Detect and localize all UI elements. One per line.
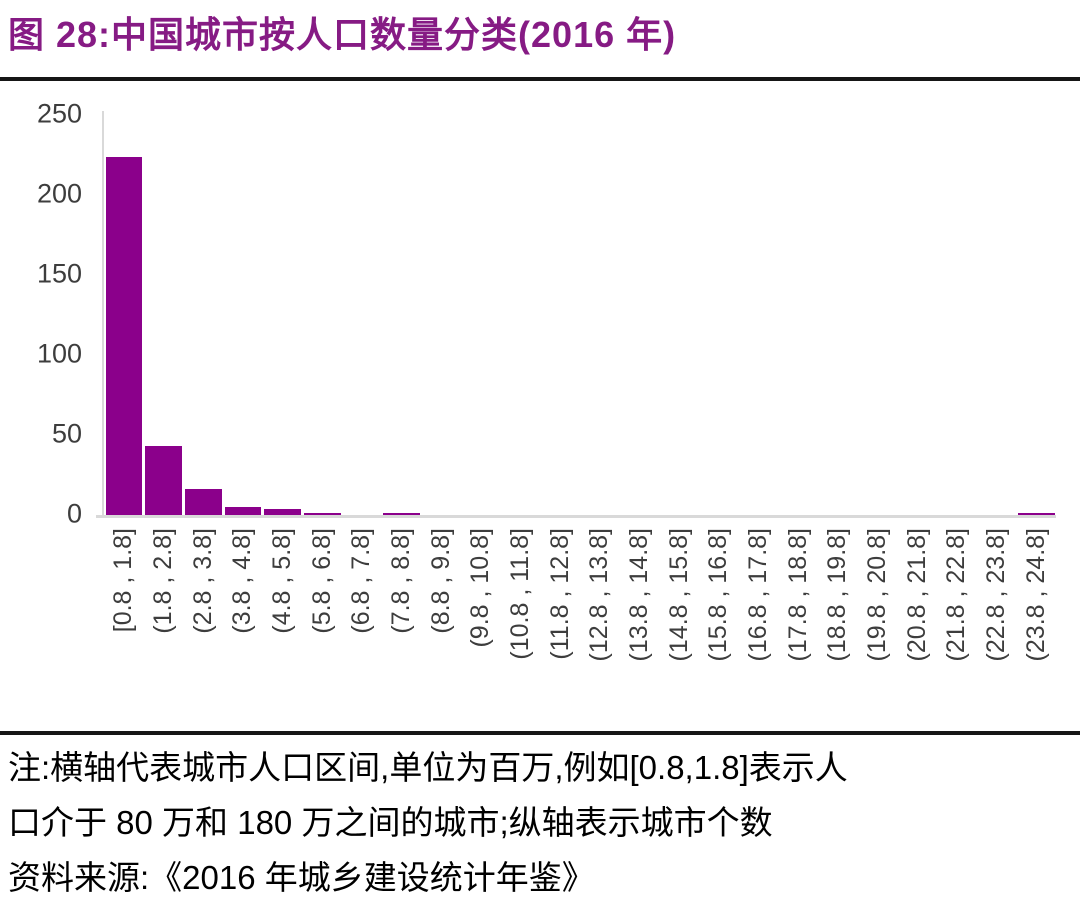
x-tick-slot: (17.8 , 18.8] <box>778 528 818 728</box>
bar-slot <box>540 115 580 515</box>
x-tick-slot: (4.8 , 5.8] <box>263 528 303 728</box>
x-tick-slot: (5.8 , 6.8] <box>302 528 342 728</box>
y-tick-label: 150 <box>36 258 82 289</box>
note-line-2: 口介于 80 万和 180 万之间的城市;纵轴表示城市个数 <box>8 804 773 841</box>
bar-[0.8 , 1.8] <box>105 156 143 515</box>
x-tick-label: (4.8 , 5.8] <box>268 528 297 634</box>
x-tick-slot: (16.8 , 17.8] <box>739 528 779 728</box>
bar-slot <box>739 115 779 515</box>
bar-slot <box>818 115 858 515</box>
x-tick-label: (18.8 , 19.8] <box>823 528 852 662</box>
x-tick-label: [0.8 , 1.8] <box>109 528 138 633</box>
bar-slot <box>104 115 144 515</box>
bar-slot <box>223 115 263 515</box>
bar-slot <box>421 115 461 515</box>
y-tick-label: 200 <box>36 178 82 209</box>
figure-title: 图 28:中国城市按人口数量分类(2016 年) <box>8 14 677 55</box>
bar-slot <box>342 115 382 515</box>
bar-slot <box>620 115 660 515</box>
x-tick-slot: (14.8 , 15.8] <box>659 528 699 728</box>
bar-(1.8 , 2.8] <box>145 446 182 515</box>
plot-area <box>104 115 1056 515</box>
x-axis-tick-labels: [0.8 , 1.8] (1.8 , 2.8] (2.8 , 3.8] (3.8 , … <box>104 528 1056 728</box>
bar-slot <box>580 115 620 515</box>
x-tick-label: (19.8 , 20.8] <box>863 528 892 662</box>
y-tick-label: 100 <box>36 338 82 369</box>
bar-slot <box>1016 115 1056 515</box>
x-tick-label: (2.8 , 3.8] <box>188 528 217 634</box>
bar-chart: 250 200 150 100 50 0 [0.8 , 1.8] (1.8 , 2.8] (2… <box>0 90 1080 730</box>
y-tick-label: 250 <box>36 98 82 129</box>
x-tick-slot: (13.8 , 14.8] <box>620 528 660 728</box>
bar-slot <box>897 115 937 515</box>
x-tick-slot: (7.8 , 8.8] <box>382 528 422 728</box>
x-tick-label: (7.8 , 8.8] <box>387 528 416 634</box>
bar-(2.8 , 3.8] <box>184 489 222 515</box>
bar-slot <box>699 115 739 515</box>
x-tick-label: (20.8 , 21.8] <box>902 528 931 662</box>
x-tick-label: (21.8 , 22.8] <box>942 528 971 662</box>
x-tick-label: (1.8 , 2.8] <box>149 528 177 634</box>
bar-slot <box>501 115 541 515</box>
source-line: 资料来源:《2016 年城乡建设统计年鉴》 <box>8 859 595 896</box>
bar-slot <box>382 115 422 515</box>
bar-(23.8 , 24.8] <box>1017 513 1055 515</box>
x-tick-slot: (2.8 , 3.8] <box>183 528 223 728</box>
x-tick-slot: (12.8 , 13.8] <box>580 528 620 728</box>
bar-slot <box>778 115 818 515</box>
bar-slot <box>183 115 223 515</box>
x-tick-label: (15.8 , 16.8] <box>704 528 733 662</box>
bar-slot <box>977 115 1017 515</box>
bar-(7.8 , 8.8] <box>383 513 420 515</box>
x-tick-slot: (9.8 , 10.8] <box>461 528 501 728</box>
x-tick-label: (22.8 , 23.8] <box>982 528 1011 662</box>
bar-slot <box>263 115 303 515</box>
bar-slot <box>144 115 184 515</box>
y-tick-label: 0 <box>66 498 82 529</box>
x-tick-label: (8.8 , 9.8] <box>426 528 455 634</box>
x-tick-slot: (11.8 , 12.8] <box>540 528 580 728</box>
bar-slot <box>302 115 342 515</box>
x-tick-label: (12.8 , 13.8] <box>585 528 614 662</box>
y-axis-line <box>102 111 104 515</box>
x-tick-slot: (21.8 , 22.8] <box>937 528 977 728</box>
x-tick-slot: (23.8 , 24.8] <box>1016 528 1056 728</box>
x-tick-label: (6.8 , 7.8] <box>347 528 376 634</box>
x-tick-slot: (8.8 , 9.8] <box>421 528 461 728</box>
x-tick-slot: (19.8 , 20.8] <box>858 528 898 728</box>
x-tick-slot: (15.8 , 16.8] <box>699 528 739 728</box>
x-tick-slot: (22.8 , 23.8] <box>977 528 1017 728</box>
x-tick-label: (3.8 , 4.8] <box>228 528 257 634</box>
top-divider-line <box>0 77 1080 81</box>
x-tick-label: (9.8 , 10.8] <box>466 528 495 648</box>
x-tick-slot: (1.8 , 2.8] <box>144 528 184 728</box>
x-tick-label: (10.8 , 11.8] <box>506 528 535 660</box>
bar-slot <box>858 115 898 515</box>
note-line-1: 注:横轴代表城市人口区间,单位为百万,例如[0.8,1.8]表示人 <box>8 749 848 786</box>
y-tick-label: 50 <box>51 418 82 449</box>
x-tick-label: (5.8 , 6.8] <box>307 528 336 634</box>
x-tick-label: (13.8 , 14.8] <box>625 528 654 662</box>
x-tick-label: (17.8 , 18.8] <box>783 528 812 662</box>
x-tick-label: (14.8 , 15.8] <box>664 528 693 662</box>
x-axis-line <box>96 515 1056 518</box>
bar-slot <box>461 115 501 515</box>
bottom-divider-line <box>0 731 1080 735</box>
x-tick-slot: [0.8 , 1.8] <box>104 528 144 728</box>
bar-(4.8 , 5.8] <box>264 508 301 515</box>
bar-slot <box>659 115 699 515</box>
x-tick-label: (23.8 , 24.8] <box>1021 528 1050 662</box>
bar-(5.8 , 6.8] <box>303 513 341 515</box>
x-tick-slot: (10.8 , 11.8] <box>501 528 541 728</box>
x-tick-slot: (6.8 , 7.8] <box>342 528 382 728</box>
bar-slot <box>937 115 977 515</box>
x-tick-label: (16.8 , 17.8] <box>744 528 773 662</box>
x-tick-slot: (20.8 , 21.8] <box>897 528 937 728</box>
x-tick-label: (11.8 , 12.8] <box>545 528 574 660</box>
bar-(3.8 , 4.8] <box>224 507 262 515</box>
x-tick-slot: (18.8 , 19.8] <box>818 528 858 728</box>
x-tick-slot: (3.8 , 4.8] <box>223 528 263 728</box>
footnotes: 注:横轴代表城市人口区间,单位为百万,例如[0.8,1.8]表示人 口介于 80… <box>8 740 1072 905</box>
